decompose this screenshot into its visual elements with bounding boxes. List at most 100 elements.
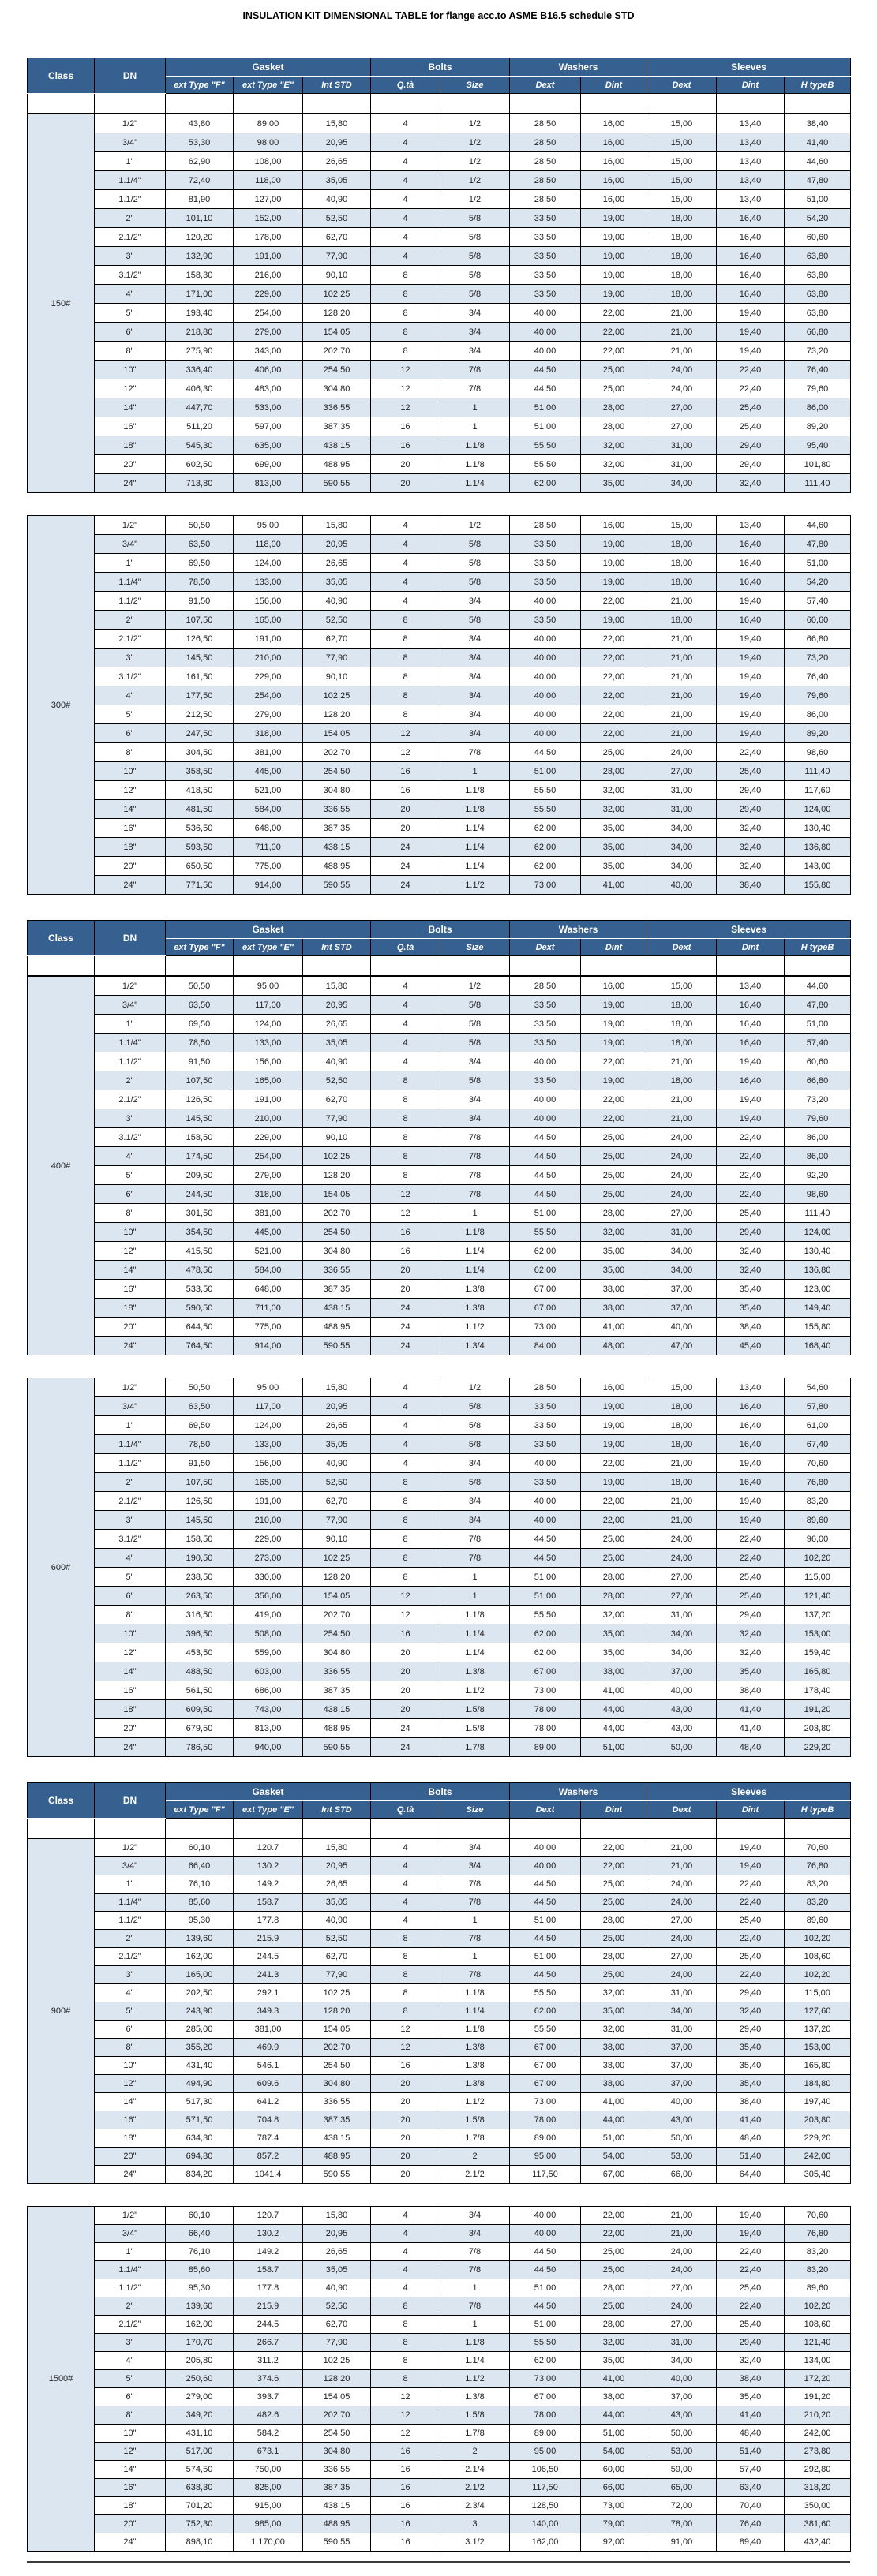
value-cell: 775,00 — [233, 856, 303, 876]
value-cell: 7/8 — [440, 1529, 510, 1549]
value-cell: 44,50 — [509, 1127, 581, 1147]
table-row: 2.1/2" 162,00 244.5 62,70 8 1 51,00 28,00 27,00 2… — [28, 1947, 851, 1966]
table-row: 18" 701,20 915,00 438,15 16 2.3/4 128,50 73,00 7… — [28, 2496, 851, 2515]
value-cell: 19,40 — [716, 1090, 785, 1109]
class-label: 400# — [27, 976, 95, 1355]
value-cell: 63,50 — [165, 534, 234, 554]
value-cell: 95,40 — [784, 436, 851, 455]
value-cell: 43,00 — [647, 1718, 717, 1738]
value-cell: 44,00 — [580, 2111, 647, 2129]
value-cell: 162,00 — [509, 2533, 581, 2552]
value-cell: 1.1/8 — [440, 780, 510, 800]
value-cell: 432,40 — [784, 2533, 851, 2552]
dn-cell: 1/2" — [94, 2206, 166, 2225]
value-cell: 44,50 — [509, 1548, 581, 1568]
value-cell: 38,00 — [580, 1279, 647, 1299]
value-cell: 5/8 — [440, 1033, 510, 1052]
value-cell: 16,00 — [580, 170, 647, 190]
value-cell: 8 — [370, 1983, 440, 2002]
value-cell: 62,00 — [509, 2351, 581, 2370]
value-cell: 244,50 — [165, 1184, 234, 1204]
value-cell: 24,00 — [647, 1184, 717, 1204]
value-cell: 63,80 — [784, 265, 851, 285]
value-cell: 50,00 — [647, 1737, 717, 1757]
value-cell: 86,00 — [784, 705, 851, 724]
value-cell: 244.5 — [233, 2315, 303, 2334]
value-cell: 140,00 — [509, 2514, 581, 2533]
table-row: 6" 247,50 318,00 154,05 12 3/4 40,00 22,00 21,00… — [28, 723, 851, 743]
value-cell: 92,00 — [580, 2533, 647, 2552]
table-row: 8" 301,50 381,00 202,70 12 1 51,00 28,00 27,00 25… — [28, 1203, 851, 1223]
spacer-cell — [233, 93, 303, 114]
value-cell: 25,40 — [716, 2279, 785, 2297]
value-cell: 52,50 — [302, 1071, 371, 1090]
value-cell: 1 — [440, 398, 510, 417]
column-subheader: Dint — [580, 938, 648, 956]
class-section-table: 900# 1/2" 60,10 120.7 15,80 4 3/4 40,00 22,00 21,… — [27, 1838, 851, 2184]
value-cell: 13,40 — [716, 114, 785, 133]
value-cell: 38,00 — [580, 2056, 647, 2075]
column-subheader: H typeB — [784, 938, 852, 956]
value-cell: 47,00 — [647, 1336, 717, 1355]
spacer-cell — [94, 93, 166, 114]
value-cell: 336,40 — [165, 360, 234, 379]
value-cell: 764,50 — [165, 1336, 234, 1355]
value-cell: 1.1/4 — [440, 1260, 510, 1280]
value-cell: 35,05 — [302, 1434, 371, 1454]
value-cell: 40,90 — [302, 1911, 371, 1930]
table-row: 14" 488,50 603,00 336,55 20 1.3/8 67,00 38,00 37… — [28, 1662, 851, 1681]
value-cell: 19,00 — [580, 1014, 647, 1034]
value-cell: 24 — [370, 856, 440, 876]
value-cell: 254,50 — [302, 360, 371, 379]
value-cell: 63,80 — [784, 284, 851, 304]
value-cell: 29,40 — [716, 1983, 785, 2002]
value-cell: 488,95 — [302, 2514, 371, 2533]
table-row: 6" 279,00 393.7 154,05 12 1.3/8 67,00 38,00 37,0… — [28, 2387, 851, 2406]
value-cell: 50,50 — [165, 515, 234, 535]
value-cell: 546.1 — [233, 2056, 303, 2075]
value-cell: 128,50 — [509, 2496, 581, 2515]
value-cell: 44,50 — [509, 1929, 581, 1948]
dn-cell: 18" — [94, 2129, 166, 2148]
value-cell: 545,30 — [165, 436, 234, 455]
value-cell: 136,80 — [784, 1260, 851, 1280]
value-cell: 115,00 — [784, 1983, 851, 2002]
table-row: 4" 174,50 254,00 102,25 8 7/8 44,50 25,00 24,00 2… — [28, 1146, 851, 1166]
value-cell: 21,00 — [647, 303, 717, 323]
dn-cell: 3" — [94, 1510, 166, 1530]
value-cell: 18,00 — [647, 284, 717, 304]
value-cell: 44,50 — [509, 742, 581, 762]
value-cell: 35,05 — [302, 170, 371, 190]
value-cell: 35,00 — [580, 2351, 647, 2370]
value-cell: 16 — [370, 761, 440, 781]
dn-cell: 1.1/4" — [94, 2260, 166, 2279]
value-cell: 98,00 — [233, 133, 303, 152]
value-cell: 156,00 — [233, 1453, 303, 1473]
value-cell: 111,40 — [784, 473, 851, 493]
value-cell: 775,00 — [233, 1317, 303, 1337]
table-row: 1.1/4" 72,40 118,00 35,05 4 1/2 28,50 16,00 15,0… — [28, 170, 851, 190]
value-cell: 238,50 — [165, 1567, 234, 1587]
table-row: 8" 275,90 343,00 202,70 8 3/4 40,00 22,00 21,00 1… — [28, 341, 851, 361]
value-cell: 33,50 — [509, 1071, 581, 1090]
value-cell: 38,00 — [580, 2074, 647, 2093]
value-cell: 127,00 — [233, 189, 303, 209]
column-group-header: Gasket — [164, 920, 372, 939]
value-cell: 22,00 — [580, 341, 647, 361]
value-cell: 914,00 — [233, 875, 303, 895]
value-cell: 51,00 — [509, 2315, 581, 2334]
value-cell: 381,00 — [233, 2020, 303, 2039]
value-cell: 25,00 — [580, 2297, 647, 2316]
table-block: Class DN Gasket Bolts Washers Sleeves ext Type… — [27, 920, 852, 1757]
value-cell: 20,95 — [302, 2224, 371, 2243]
value-cell: 165,00 — [233, 1472, 303, 1492]
value-cell: 16,40 — [716, 246, 785, 266]
value-cell: 90,10 — [302, 1127, 371, 1147]
value-cell: 19,40 — [716, 686, 785, 705]
value-cell: 102,25 — [302, 1983, 371, 2002]
value-cell: 8 — [370, 1090, 440, 1109]
value-cell: 29,40 — [716, 436, 785, 455]
value-cell: 35,40 — [716, 1298, 785, 1318]
value-cell: 78,50 — [165, 572, 234, 592]
value-cell: 1/2 — [440, 976, 510, 996]
